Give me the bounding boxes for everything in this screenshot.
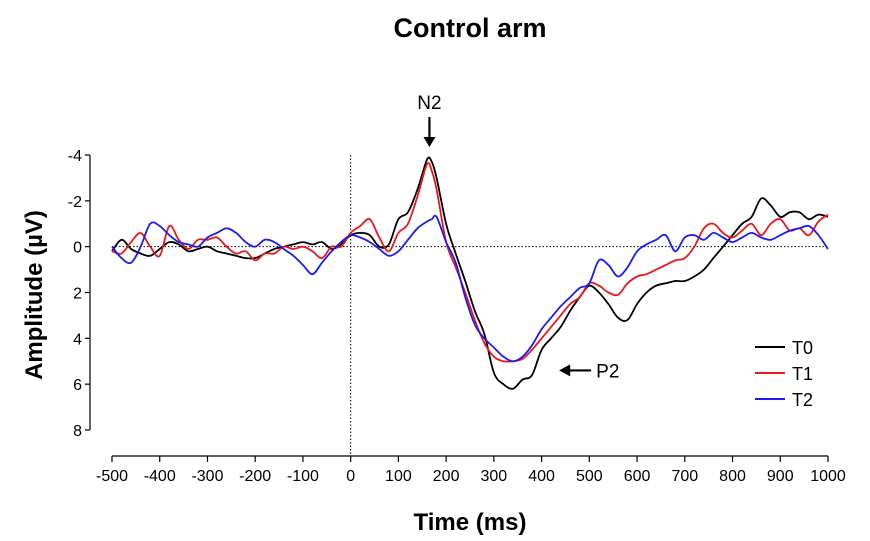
y-axis-title: Amplitude (µV) (21, 210, 48, 380)
y-tick-label: 8 (73, 423, 82, 440)
x-tick-label: 100 (385, 468, 412, 485)
legend-label-t2: T2 (792, 390, 813, 410)
y-tick-label: 0 (73, 240, 82, 257)
y-tick-label: -4 (68, 148, 82, 165)
legend: T0 T1 T2 (755, 338, 813, 410)
x-tick-label: 500 (576, 468, 603, 485)
x-tick-label: 800 (719, 468, 746, 485)
x-tick-label: 200 (433, 468, 460, 485)
legend-label-t1: T1 (792, 364, 813, 384)
x-tick-label: 600 (624, 468, 651, 485)
arrow-left-icon (559, 364, 571, 377)
series-lines (111, 156, 829, 390)
n2-label: N2 (417, 93, 441, 114)
x-tick-label: 400 (528, 468, 555, 485)
x-tick-label: -200 (239, 468, 271, 485)
legend-label-t0: T0 (792, 338, 813, 358)
y-tick-label: 6 (73, 377, 82, 394)
x-tick-label: -300 (191, 468, 223, 485)
x-tick-label: -500 (96, 468, 128, 485)
x-tick-label: 1000 (810, 468, 846, 485)
x-tick-label: 0 (346, 468, 355, 485)
series-line-t2 (111, 214, 829, 363)
x-tick-label: -400 (144, 468, 176, 485)
x-axis-title: Time (ms) (414, 509, 527, 536)
series-line-t1 (111, 162, 829, 363)
y-tick-label: 2 (73, 286, 82, 303)
axes: -4 -2 0 2 4 6 8 -500 -400 -300 -200 -100 0 100 200 300 4… (68, 148, 846, 485)
y-tick-label: 4 (73, 331, 82, 348)
x-tick-label: -100 (287, 468, 319, 485)
y-tick-label: -2 (68, 194, 82, 211)
series-line-t0 (111, 156, 829, 390)
annotations: N2 P2 (417, 93, 619, 382)
chart-title: Control arm (393, 13, 546, 43)
reference-lines (112, 155, 828, 456)
x-tick-label: 900 (767, 468, 794, 485)
p2-label: P2 (596, 361, 619, 382)
arrow-down-icon (423, 137, 436, 147)
x-tick-label: 700 (671, 468, 698, 485)
y-axis-title-group: Amplitude (µV) (21, 210, 48, 380)
x-tick-label: 300 (481, 468, 508, 485)
